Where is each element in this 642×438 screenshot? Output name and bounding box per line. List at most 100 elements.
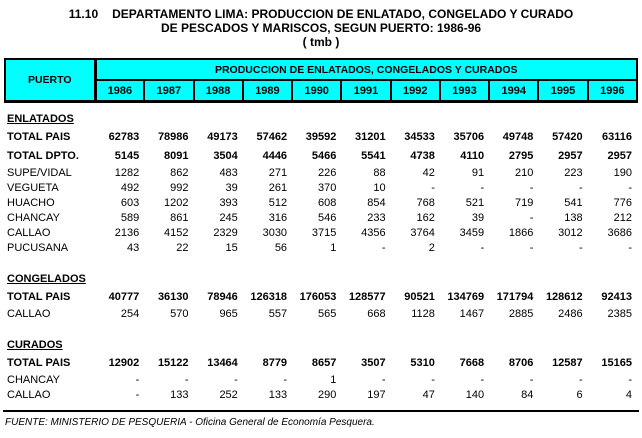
table-row: VEGUETA 492 992 39 261 370 10 - - - - - — [5, 181, 637, 196]
value-cell: - — [480, 242, 485, 254]
value-cell: 5145 — [114, 150, 140, 162]
value-cell: 31201 — [355, 131, 386, 143]
row-label: PUCUSANA — [7, 242, 69, 254]
value-cell: 5310 — [410, 357, 435, 369]
value-cell: 2795 — [508, 150, 534, 162]
value-cell: 290 — [317, 389, 337, 401]
value-cell: 521 — [465, 197, 485, 209]
value-cell: 176053 — [299, 291, 337, 303]
value-cell: 15122 — [157, 357, 189, 369]
value-cell: 3507 — [361, 357, 386, 369]
value-cell: 39 — [471, 212, 485, 224]
value-cell: 861 — [170, 212, 189, 224]
value-cell: 4110 — [460, 150, 485, 162]
value-cell: 3686 — [607, 227, 632, 239]
value-cell: 12587 — [552, 357, 583, 369]
value-cell: 171794 — [496, 291, 534, 303]
page-title: 11.10 DEPARTAMENTO LIMA: PRODUCCION DE EN… — [0, 0, 642, 49]
value-cell: 10 — [373, 182, 386, 194]
value-cell: 245 — [219, 212, 238, 224]
value-cell: 36130 — [157, 291, 189, 303]
value-cell: 190 — [613, 167, 632, 179]
year-header-row: 1986 1987 1988 1989 1990 1991 1992 1993 1994 1995… — [5, 79, 639, 103]
value-cell: 57462 — [256, 131, 288, 143]
value-cell: 768 — [416, 197, 435, 209]
value-cell: 2136 — [114, 227, 140, 239]
value-cell: - — [431, 374, 435, 386]
value-cell: 15 — [225, 242, 238, 254]
value-cell: - — [135, 389, 140, 401]
value-cell: 39592 — [305, 131, 337, 143]
value-cell: 90521 — [404, 291, 435, 303]
value-cell: 134769 — [447, 291, 485, 303]
value-cell: 3504 — [213, 150, 238, 162]
value-cell: 2957 — [607, 150, 632, 162]
table-row: CALLAO 2136 4152 2329 3030 3715 4356 3764 3459 18… — [5, 226, 637, 241]
table-row: TOTAL PAIS 40777 36130 78946 126318 176053 128… — [5, 288, 637, 307]
value-cell: 13464 — [207, 357, 238, 369]
value-cell: 47 — [422, 389, 435, 401]
value-cell: 210 — [515, 167, 534, 179]
table-row: TOTAL DPTO. 5145 8091 3504 4446 5466 5541 4738 4… — [5, 147, 637, 166]
title-line-2: DE PESCADOS Y MARISCOS, SEGUN PUERTO: 19… — [160, 21, 482, 35]
value-cell: 2486 — [558, 308, 583, 320]
value-cell: 7668 — [459, 357, 485, 369]
value-cell: 862 — [170, 167, 189, 179]
production-table: PUERTO PRODUCCION DE ENLATADOS, CONGELAD… — [4, 58, 639, 403]
value-cell: 133 — [268, 389, 288, 401]
table-row: TOTAL PAIS 62783 78986 49173 57462 39592 31201… — [5, 128, 637, 147]
value-cell: 212 — [613, 212, 632, 224]
row-label: VEGUETA — [7, 182, 59, 194]
value-cell: 3764 — [410, 227, 435, 239]
value-cell: - — [578, 182, 583, 194]
value-cell: 40777 — [108, 291, 140, 303]
value-cell: - — [529, 182, 534, 194]
row-label: TOTAL DPTO. — [7, 150, 79, 162]
row-label: TOTAL PAIS — [7, 291, 71, 303]
value-cell: 252 — [219, 389, 238, 401]
value-cell: 557 — [268, 308, 288, 320]
value-cell: - — [578, 374, 583, 386]
value-cell: 992 — [170, 182, 189, 194]
table-header: PUERTO PRODUCCION DE ENLATADOS, CONGELAD… — [4, 58, 639, 103]
value-cell: 233 — [367, 212, 386, 224]
value-cell: 126318 — [250, 291, 288, 303]
value-cell: 719 — [515, 197, 534, 209]
year-header-1994: 1994 — [488, 79, 540, 103]
value-cell: 43 — [127, 242, 140, 254]
group-header-row: PUERTO PRODUCCION DE ENLATADOS, CONGELAD… — [4, 58, 638, 103]
value-cell: - — [628, 374, 632, 386]
year-header-1988: 1988 — [192, 79, 244, 103]
row-label: CALLAO — [7, 389, 51, 401]
value-cell: - — [184, 374, 189, 386]
value-cell: 1866 — [508, 227, 534, 239]
row-label: TOTAL PAIS — [7, 131, 71, 143]
value-cell: - — [628, 182, 632, 194]
value-cell: 512 — [268, 197, 288, 209]
value-cell: 91 — [471, 167, 485, 179]
row-label: CHANCAY — [7, 212, 60, 224]
year-header-1990: 1990 — [291, 79, 343, 103]
value-cell: 133 — [170, 389, 189, 401]
value-cell: 63116 — [602, 131, 632, 143]
value-cell: 370 — [317, 182, 337, 194]
value-cell: 546 — [317, 212, 337, 224]
value-cell: - — [283, 374, 288, 386]
value-cell: 589 — [120, 212, 140, 224]
table-row: CHANCAY 589 861 245 316 546 233 162 39 - 138 212 — [5, 211, 637, 226]
value-cell: 49748 — [502, 131, 534, 143]
value-cell: 12902 — [108, 357, 140, 369]
value-cell: 668 — [367, 308, 386, 320]
section-label: CURADOS — [7, 339, 63, 351]
value-cell: - — [578, 242, 583, 254]
value-cell: - — [480, 182, 485, 194]
value-cell: 15165 — [601, 357, 632, 369]
year-header-1992: 1992 — [389, 79, 441, 103]
value-cell: 776 — [613, 197, 632, 209]
value-cell: 1128 — [411, 308, 435, 320]
value-cell: 226 — [317, 167, 337, 179]
row-label: CALLAO — [7, 308, 51, 320]
table-row: TOTAL PAIS 12902 15122 13464 8779 8657 3507 531… — [5, 354, 637, 373]
table-row: CHANCAY - - - - 1 - - - - - - — [5, 373, 637, 388]
